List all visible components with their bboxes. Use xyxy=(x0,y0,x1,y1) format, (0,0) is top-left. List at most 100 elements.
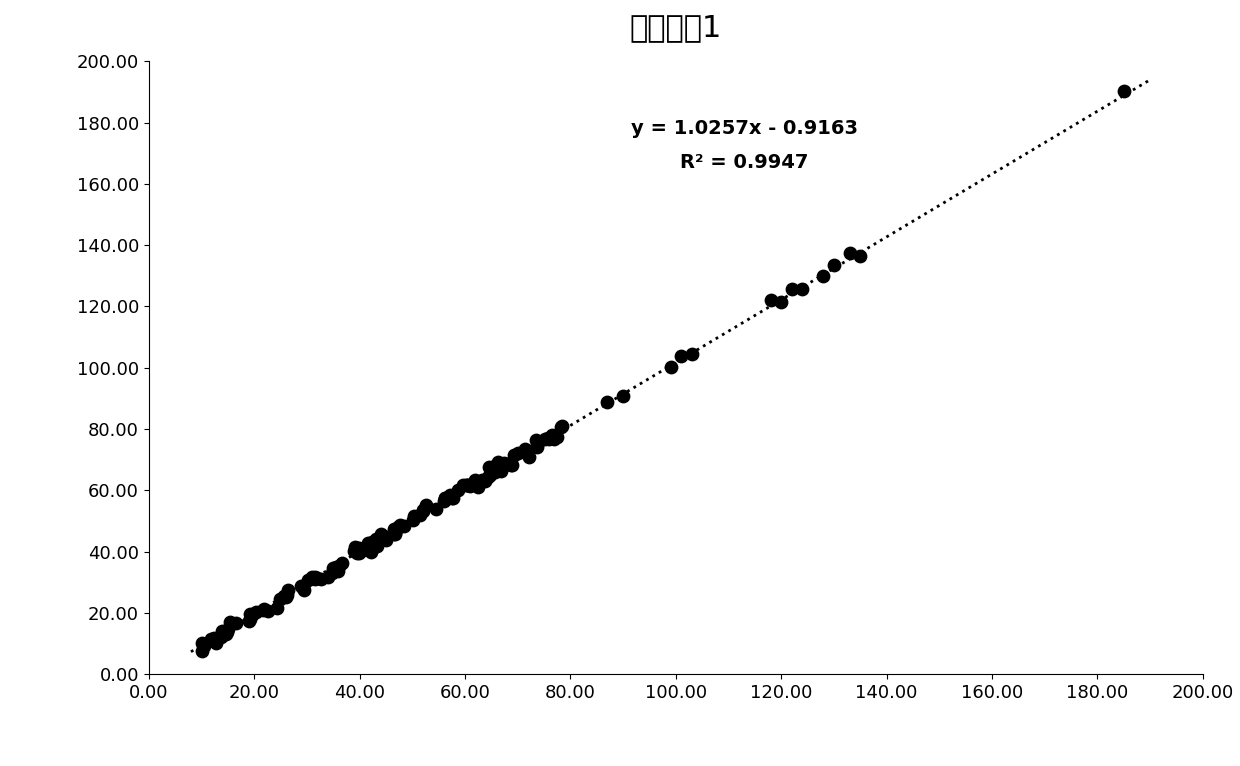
Point xyxy=(294,584,314,596)
Point xyxy=(324,561,343,574)
Point xyxy=(384,528,404,540)
Point xyxy=(823,259,843,271)
Point xyxy=(439,492,459,504)
Point xyxy=(487,460,507,472)
Point xyxy=(454,480,474,492)
Point xyxy=(839,247,859,259)
Point xyxy=(242,609,262,621)
Point xyxy=(391,519,410,531)
Point xyxy=(410,509,430,522)
Point xyxy=(201,633,221,645)
Point xyxy=(376,531,396,543)
Point xyxy=(505,449,525,461)
Point xyxy=(541,432,560,444)
Point xyxy=(491,465,511,477)
Point xyxy=(368,532,388,545)
Text: y = 1.0257x - 0.9163: y = 1.0257x - 0.9163 xyxy=(631,119,858,138)
Title: 比对结果1: 比对结果1 xyxy=(630,13,722,42)
Point xyxy=(311,573,331,585)
Point xyxy=(415,499,435,512)
Point xyxy=(548,430,568,443)
Point xyxy=(305,571,325,583)
Point xyxy=(465,475,485,487)
Point xyxy=(274,591,294,603)
Point xyxy=(241,608,260,620)
Point xyxy=(329,565,348,577)
Point xyxy=(366,533,386,545)
Point xyxy=(277,588,296,601)
Point xyxy=(362,536,382,548)
Point xyxy=(526,434,546,446)
Point xyxy=(413,504,433,516)
Point xyxy=(661,361,681,373)
Point xyxy=(489,456,508,468)
Point xyxy=(308,572,327,584)
Point xyxy=(254,603,274,615)
Point xyxy=(552,421,572,433)
Point xyxy=(212,625,232,637)
Point xyxy=(449,484,469,496)
Point xyxy=(358,537,378,549)
Point xyxy=(357,540,377,552)
Point xyxy=(443,493,463,505)
Point xyxy=(388,521,408,533)
Point xyxy=(527,441,547,453)
Point xyxy=(207,637,227,649)
Point xyxy=(435,492,455,504)
Point xyxy=(539,433,559,445)
Point xyxy=(515,443,534,455)
Point xyxy=(479,460,498,473)
Point xyxy=(326,561,346,573)
Point xyxy=(239,615,259,627)
Point xyxy=(303,571,322,583)
Point xyxy=(277,591,296,603)
Point xyxy=(444,492,464,504)
Point xyxy=(322,568,342,580)
Point xyxy=(486,460,506,472)
Point xyxy=(367,539,387,552)
Point xyxy=(373,530,393,542)
Point xyxy=(192,644,212,656)
Point xyxy=(456,479,476,491)
Point xyxy=(305,573,325,585)
Point xyxy=(345,542,365,554)
Point xyxy=(217,626,237,638)
Point xyxy=(348,542,368,554)
Point xyxy=(485,460,505,473)
Point xyxy=(195,640,215,652)
Point xyxy=(218,623,238,635)
Point xyxy=(459,479,479,491)
Point xyxy=(425,503,445,516)
Point xyxy=(527,439,547,451)
Point xyxy=(258,605,278,617)
Point xyxy=(434,495,454,507)
Point xyxy=(465,473,485,486)
Point xyxy=(480,469,500,481)
Point xyxy=(792,283,812,295)
Point xyxy=(191,637,211,650)
Point xyxy=(241,609,260,621)
Point xyxy=(246,606,265,618)
Point xyxy=(460,480,480,493)
Point xyxy=(472,474,492,486)
Point xyxy=(293,581,312,593)
Point xyxy=(813,270,833,283)
Point xyxy=(851,250,870,262)
Point xyxy=(362,545,382,558)
Point xyxy=(267,601,286,614)
Point xyxy=(329,560,348,572)
Point xyxy=(353,544,373,556)
Point xyxy=(392,519,412,532)
Point xyxy=(507,447,527,460)
Point xyxy=(219,616,239,628)
Point xyxy=(211,630,231,643)
Point xyxy=(671,350,691,362)
Point xyxy=(475,475,495,487)
Point xyxy=(542,429,562,441)
Point xyxy=(384,526,404,538)
Point xyxy=(384,527,404,539)
Point xyxy=(343,545,363,557)
Point xyxy=(226,617,246,630)
Point xyxy=(319,571,339,583)
Point xyxy=(598,396,618,408)
